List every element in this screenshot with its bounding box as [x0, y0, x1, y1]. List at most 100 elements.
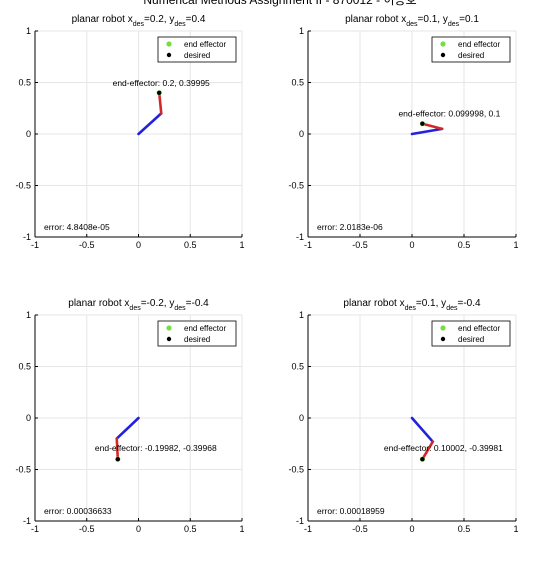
title-part: =-0.4	[457, 298, 481, 309]
legend-box	[431, 36, 511, 63]
legend-desired-marker	[166, 336, 172, 342]
title-subscript: des	[406, 21, 418, 28]
legend-entry-desired: desired	[184, 51, 210, 60]
legend-entry-desired: desired	[458, 51, 484, 60]
robot-link-2	[157, 91, 163, 115]
y-tick-label: 0.5	[291, 78, 304, 88]
y-tick-label: 1	[26, 310, 31, 320]
end-effector-label: end-effector: 0.10002, -0.39981	[384, 443, 503, 453]
x-tick-label: 0.5	[184, 524, 197, 534]
y-tick-label: 0.5	[18, 362, 31, 372]
figure-suptitle: Numerical Methods Assignment II - 870012…	[143, 0, 417, 7]
error-label: error: 2.0183e-06	[317, 222, 383, 232]
title-part: =0.1, y	[416, 298, 446, 309]
title-part: planar robot x	[345, 14, 406, 25]
robot-link-2	[421, 440, 435, 461]
legend-entry-end-effector: end effector	[184, 40, 226, 49]
x-tick-label: -0.5	[352, 524, 368, 534]
y-tick-label: -1	[296, 232, 304, 242]
desired-point	[420, 121, 425, 126]
y-tick-label: -0.5	[15, 181, 31, 191]
legend-desired-marker	[440, 336, 446, 342]
title-subscript: des	[174, 21, 186, 28]
y-tick-label: 0.5	[291, 362, 304, 372]
title-part: planar robot x	[343, 298, 404, 309]
legend-end-effector-marker	[166, 41, 172, 47]
x-tick-label: -1	[304, 240, 312, 250]
title-subscript: des	[448, 21, 460, 28]
error-label: error: 0.00018959	[317, 506, 385, 516]
robot-link-1	[137, 112, 163, 136]
title-part: planar robot x	[68, 298, 129, 309]
y-tick-label: 0	[299, 129, 304, 139]
title-subscript: des	[405, 305, 417, 312]
title-part: planar robot x	[72, 14, 133, 25]
y-tick-label: -1	[23, 232, 31, 242]
x-tick-label: -0.5	[79, 240, 95, 250]
y-tick-label: -1	[296, 516, 304, 526]
x-tick-label: 0.5	[458, 240, 471, 250]
y-tick-label: 0.5	[18, 78, 31, 88]
x-tick-label: 0	[409, 524, 414, 534]
end-effector-label: end-effector: 0.2, 0.39995	[113, 78, 210, 88]
title-subscript: des	[133, 21, 145, 28]
y-tick-label: 1	[26, 26, 31, 36]
y-tick-label: 0	[26, 129, 31, 139]
y-tick-label: 1	[299, 26, 304, 36]
robot-link-2	[421, 122, 444, 131]
x-tick-label: -1	[31, 524, 39, 534]
y-tick-label: 0	[26, 413, 31, 423]
end-effector-label: end-effector: -0.19982, -0.39968	[95, 443, 217, 453]
legend-entry-desired: desired	[184, 335, 210, 344]
title-part: =0.2, y	[144, 14, 174, 25]
robot-link-2	[115, 437, 120, 461]
subplot-title: planar robot xdes=0.1, ydes=-0.4	[343, 298, 481, 312]
x-tick-label: 1	[513, 240, 518, 250]
x-tick-label: 0.5	[184, 240, 197, 250]
desired-point	[115, 457, 121, 462]
x-tick-label: 0	[409, 240, 414, 250]
y-tick-label: 1	[299, 310, 304, 320]
error-label: error: 0.00036633	[44, 506, 112, 516]
desired-point	[420, 457, 425, 462]
legend-end-effector-marker	[166, 325, 172, 331]
x-tick-label: 0	[136, 524, 141, 534]
legend-box	[157, 320, 237, 347]
x-tick-label: -1	[31, 240, 39, 250]
x-tick-label: -0.5	[79, 524, 95, 534]
title-part: =-0.2, y	[141, 298, 175, 309]
error-label: error: 4.8408e-05	[44, 222, 110, 232]
title-subscript: des	[174, 305, 186, 312]
subplot-title: planar robot xdes=0.2, ydes=0.4	[72, 14, 206, 28]
legend-entry-end-effector: end effector	[458, 40, 500, 49]
subplot-title: planar robot xdes=-0.2, ydes=-0.4	[68, 298, 209, 312]
subplot-title: planar robot xdes=0.1, ydes=0.1	[345, 14, 479, 28]
x-tick-label: 1	[239, 524, 244, 534]
title-part: =0.1, y	[418, 14, 448, 25]
y-tick-label: -1	[23, 516, 31, 526]
legend-desired-marker	[166, 52, 172, 58]
legend-box	[431, 320, 511, 347]
legend-end-effector-marker	[440, 325, 446, 331]
legend-entry-end-effector: end effector	[458, 324, 500, 333]
title-subscript: des	[129, 305, 141, 312]
end-effector-label: end-effector: 0.099998, 0.1	[398, 109, 500, 119]
robot-link-1	[410, 127, 444, 136]
robot-link-1	[115, 416, 140, 440]
title-part: =-0.4	[186, 298, 210, 309]
title-subscript: des	[446, 305, 458, 312]
y-tick-label: -0.5	[288, 181, 304, 191]
legend-entry-desired: desired	[458, 335, 484, 344]
x-tick-label: 1	[513, 524, 518, 534]
y-tick-label: 0	[299, 413, 304, 423]
robot-link-1	[410, 416, 435, 443]
desired-point	[157, 90, 162, 96]
title-part: =0.4	[186, 14, 206, 25]
legend-box	[157, 36, 237, 63]
legend-entry-end-effector: end effector	[184, 324, 226, 333]
